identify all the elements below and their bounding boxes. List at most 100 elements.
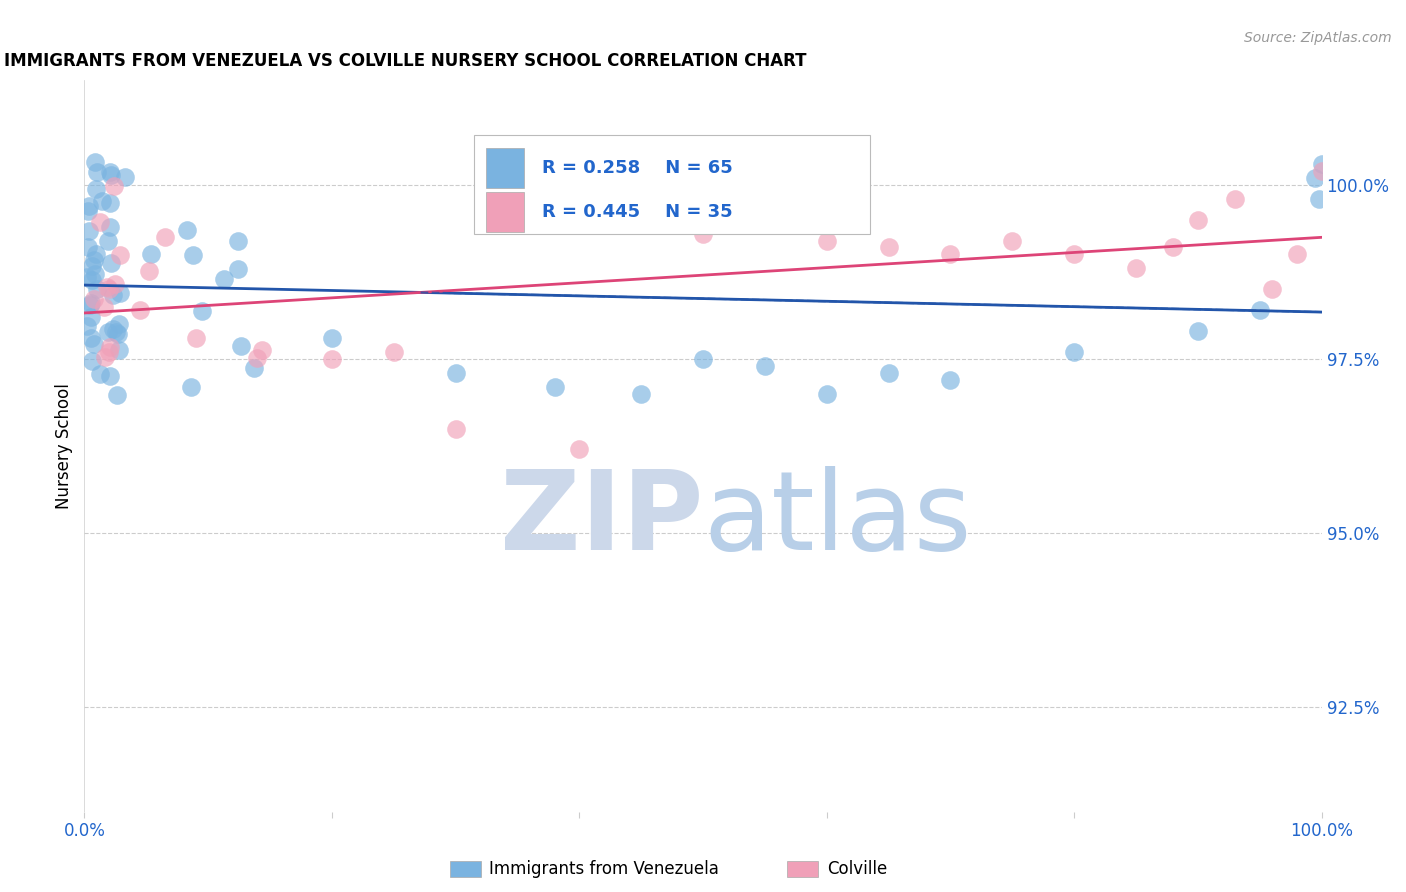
Point [1308,192,1330,206]
Point [1001,234,1024,248]
Point [79,297,101,311]
Point [815,386,838,401]
Point [108,285,131,300]
Point [110,248,132,262]
Text: R = 0.445    N = 35: R = 0.445 N = 35 [543,203,733,221]
Point [98,195,121,210]
Point [79,224,101,238]
Point [83,253,105,268]
Point [103,178,125,193]
Point [103,277,125,291]
Point [212,272,235,286]
Point [83,155,105,169]
Point [138,264,160,278]
Point [80,273,103,287]
Point [83,336,105,351]
Text: R = 0.258    N = 65: R = 0.258 N = 65 [543,159,733,177]
Text: atlas: atlas [703,466,972,573]
Point [1187,324,1209,338]
Point [101,287,124,301]
Point [80,310,103,325]
Text: Immigrants from Venezuela: Immigrants from Venezuela [489,860,718,878]
Point [1223,192,1246,206]
Point [1063,247,1085,261]
Point [1249,303,1271,318]
Point [76,270,98,285]
Point [630,386,652,401]
Point [877,240,900,254]
Point [77,199,100,213]
Point [228,261,250,276]
Point [191,304,214,318]
Point [754,359,776,373]
Point [184,331,207,345]
Point [98,219,121,234]
Point [141,247,163,261]
Point [114,170,136,185]
FancyBboxPatch shape [474,136,870,234]
Point [1310,164,1333,178]
Point [877,366,900,380]
Point [97,282,120,296]
Point [76,203,98,218]
Point [98,340,121,354]
Point [105,326,128,340]
Text: Source: ZipAtlas.com: Source: ZipAtlas.com [1244,31,1392,45]
Point [568,442,591,457]
Point [101,321,124,335]
Y-axis label: Nursery School: Nursery School [55,383,73,509]
Point [82,354,104,368]
Point [86,282,108,296]
Point [382,345,405,359]
Point [76,319,98,334]
Point [93,300,115,314]
Point [1063,345,1085,359]
Point [754,212,776,227]
Point [79,296,101,310]
Point [176,223,198,237]
Point [84,182,107,196]
Point [97,234,120,248]
Point [98,344,121,359]
Point [105,388,128,402]
Point [226,234,249,248]
Point [86,165,108,179]
Point [1187,212,1209,227]
Point [100,168,122,182]
FancyBboxPatch shape [486,148,523,188]
Point [98,368,121,383]
Point [83,292,105,306]
Point [107,327,129,342]
Point [153,230,176,244]
Point [181,248,204,262]
Point [1285,247,1308,261]
Point [692,227,714,241]
Point [91,194,114,208]
Point [321,351,343,366]
Point [83,267,105,281]
Text: IMMIGRANTS FROM VENEZUELA VS COLVILLE NURSERY SCHOOL CORRELATION CHART: IMMIGRANTS FROM VENEZUELA VS COLVILLE NU… [4,53,807,70]
Point [250,343,273,357]
Point [229,338,252,352]
Point [444,421,467,435]
FancyBboxPatch shape [486,192,523,232]
Point [129,303,152,318]
Point [1305,170,1327,185]
Point [100,256,122,270]
Point [89,214,111,228]
Point [180,379,202,393]
Point [939,373,962,387]
Point [89,368,111,382]
Point [1161,240,1184,254]
Point [321,331,343,345]
Point [1310,157,1333,171]
Point [96,279,118,293]
Point [243,361,266,376]
Point [108,343,131,358]
Point [692,351,714,366]
Point [543,380,565,394]
Point [84,247,107,261]
Point [1261,282,1284,296]
Point [939,247,962,261]
Point [98,165,121,179]
